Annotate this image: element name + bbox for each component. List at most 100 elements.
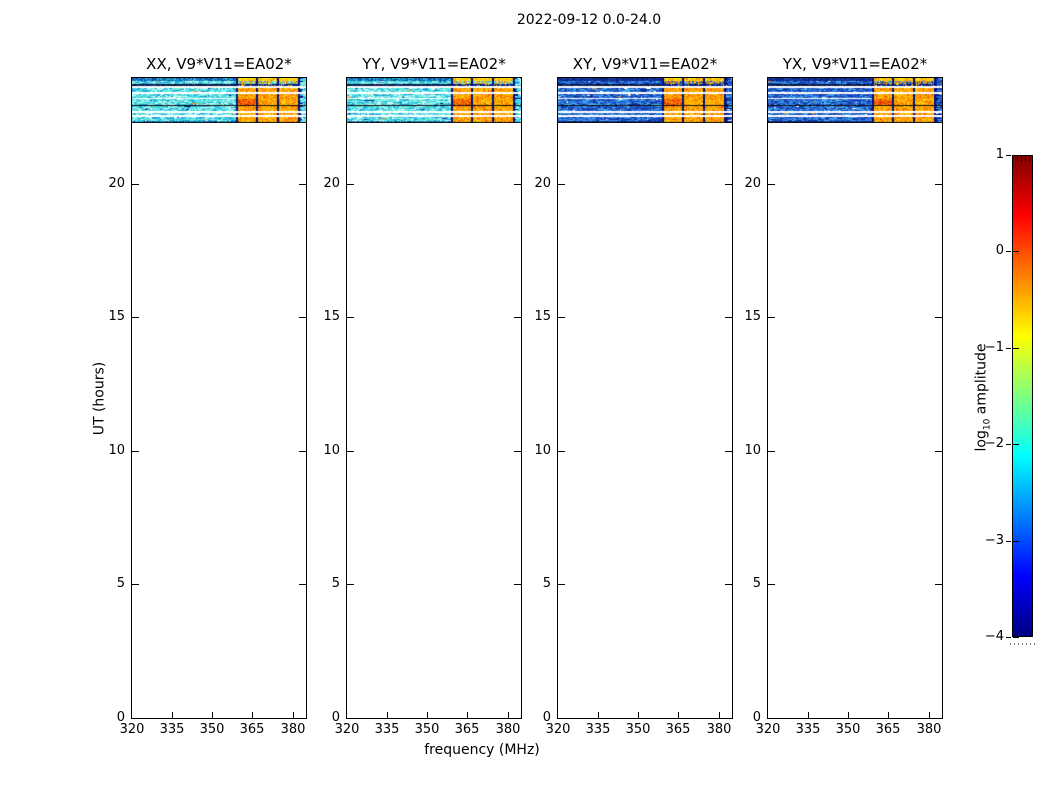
- y-tick: [132, 451, 139, 452]
- x-tick-label: 335: [585, 722, 611, 737]
- y-tick: [132, 184, 139, 185]
- y-tick-label: 10: [744, 443, 761, 458]
- colorbar-extend-dots: [1034, 643, 1035, 645]
- colorbar-extend-dots: [1010, 643, 1011, 645]
- colorbar-tick: [1006, 541, 1011, 542]
- x-tick-label: 335: [374, 722, 400, 737]
- y-tick: [347, 184, 354, 185]
- x-tick: [638, 712, 639, 718]
- colorbar-tick-label: −3: [984, 533, 1004, 548]
- y-tick: [132, 584, 139, 585]
- x-axis-label: frequency (MHz): [424, 742, 540, 758]
- x-tick-label: 380: [706, 722, 732, 737]
- y-tick-label: 0: [752, 710, 761, 725]
- x-tick-label: 365: [454, 722, 480, 737]
- band-canvas-yx: [768, 78, 942, 123]
- y-tick-right: [935, 451, 942, 452]
- y-tick: [347, 451, 354, 452]
- y-tick-label: 10: [108, 443, 125, 458]
- y-tick-right: [935, 317, 942, 318]
- y-tick: [132, 317, 139, 318]
- x-tick: [848, 712, 849, 718]
- y-tick-label: 20: [108, 176, 125, 191]
- y-tick-right: [514, 584, 521, 585]
- x-tick-label: 350: [414, 722, 440, 737]
- x-tick: [678, 712, 679, 718]
- y-tick: [347, 584, 354, 585]
- x-tick-label: 350: [199, 722, 225, 737]
- y-tick-right: [299, 184, 306, 185]
- x-tick-label: 380: [916, 722, 942, 737]
- colorbar-tick: [1006, 637, 1011, 638]
- y-tick-right: [935, 584, 942, 585]
- y-tick: [768, 584, 775, 585]
- panel-yx: [767, 77, 943, 719]
- x-tick-label: 380: [495, 722, 521, 737]
- x-tick: [888, 712, 889, 718]
- y-tick: [558, 584, 565, 585]
- colorbar-extend-dots: [1014, 643, 1015, 645]
- x-tick: [387, 712, 388, 718]
- colorbar-tick-label: 1: [995, 147, 1004, 162]
- x-tick-label: 320: [545, 722, 571, 737]
- colorbar-extend-dots: [1030, 643, 1031, 645]
- y-tick-label: 5: [542, 576, 551, 591]
- y-tick: [347, 317, 354, 318]
- y-tick-label: 0: [116, 710, 125, 725]
- colorbar-tick-label: 0: [995, 243, 1004, 258]
- y-tick-label: 10: [323, 443, 340, 458]
- panel-title-yx: YX, V9*V11=EA02*: [782, 55, 928, 73]
- y-tick: [768, 317, 775, 318]
- y-tick: [558, 317, 565, 318]
- figure-title: 2022-09-12 0.0-24.0: [516, 12, 662, 28]
- x-tick: [467, 712, 468, 718]
- colorbar-tick-inner: [1013, 637, 1019, 638]
- y-tick: [558, 184, 565, 185]
- y-tick-label: 20: [534, 176, 551, 191]
- x-tick-label: 365: [665, 722, 691, 737]
- x-tick-label: 365: [239, 722, 265, 737]
- panel-xy: [557, 77, 733, 719]
- colorbar-extend-dots: [1018, 643, 1019, 645]
- colorbar-tick: [1006, 155, 1011, 156]
- colorbar-label-post: amplitude: [973, 343, 990, 419]
- colorbar-comb-mark: [1025, 630, 1026, 636]
- colorbar-tick-label: −1: [984, 340, 1004, 355]
- y-tick-right: [935, 184, 942, 185]
- x-tick: [293, 712, 294, 718]
- colorbar-label: log10 amplitude: [973, 328, 993, 468]
- y-axis-label: UT (hours): [91, 361, 108, 436]
- panel-xx: [131, 77, 307, 719]
- y-tick: [768, 184, 775, 185]
- y-tick-label: 20: [744, 176, 761, 191]
- colorbar-comb-mark: [1021, 156, 1022, 162]
- x-tick-label: 335: [795, 722, 821, 737]
- x-tick-label: 350: [835, 722, 861, 737]
- colorbar-tick-inner: [1013, 251, 1019, 252]
- colorbar-tick-inner: [1013, 444, 1019, 445]
- y-tick-label: 20: [323, 176, 340, 191]
- band-canvas-xy: [558, 78, 732, 123]
- colorbar-comb-mark: [1017, 630, 1018, 636]
- colorbar-extend-dots: [1022, 643, 1023, 645]
- colorbar-tick-inner: [1013, 348, 1019, 349]
- x-tick-label: 320: [119, 722, 145, 737]
- colorbar-label-pre: log: [973, 430, 990, 452]
- x-tick: [212, 712, 213, 718]
- colorbar-comb-mark: [1029, 156, 1030, 162]
- y-tick-label: 15: [744, 309, 761, 324]
- x-tick: [172, 712, 173, 718]
- band-canvas-xx: [132, 78, 306, 123]
- x-tick-label: 320: [755, 722, 781, 737]
- y-tick-right: [725, 451, 732, 452]
- colorbar-tick-inner: [1013, 155, 1019, 156]
- colorbar-tick: [1006, 348, 1011, 349]
- y-tick-right: [725, 317, 732, 318]
- x-tick-label: 335: [159, 722, 185, 737]
- panel-yy: [346, 77, 522, 719]
- y-tick-label: 15: [534, 309, 551, 324]
- x-tick-label: 380: [280, 722, 306, 737]
- colorbar-extend-dots: [1026, 643, 1027, 645]
- x-tick-label: 350: [625, 722, 651, 737]
